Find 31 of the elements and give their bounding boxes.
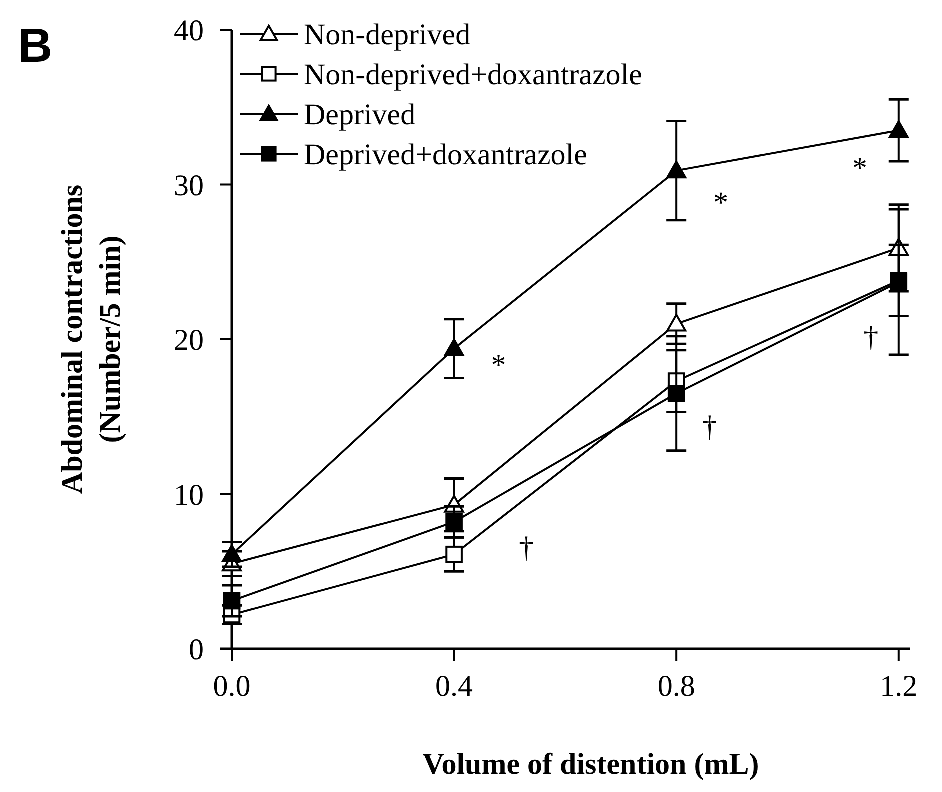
point [446, 546, 463, 564]
y-tick-label: 20 [174, 324, 204, 357]
annotation: † [519, 531, 534, 564]
legend-label: Non-deprived+doxantrazole [304, 58, 642, 92]
y-tick-label: 0 [189, 634, 204, 666]
legend-label: Non-deprived [304, 18, 471, 52]
annotation: † [702, 410, 718, 444]
y-axis-title: Abdominal contractions (Number/5 min) [56, 184, 127, 494]
point [888, 120, 909, 138]
y-tick-label: 30 [174, 169, 204, 202]
x-tick-label: 1.2 [880, 670, 918, 703]
x-tick-label: 0.8 [658, 670, 696, 703]
annotation: * [852, 152, 868, 186]
point [446, 513, 463, 531]
annotation: * [714, 186, 729, 220]
point [222, 544, 242, 562]
legend-label: Deprived+doxantrazole [304, 138, 588, 172]
x-axis-title: Volume of distention (mL) [422, 748, 760, 781]
x-tick-label: 0.0 [213, 670, 251, 703]
point [666, 160, 687, 179]
y-tick-label: 10 [174, 478, 204, 512]
annotation: * [491, 348, 506, 382]
x-tick-label: 0.4 [436, 670, 474, 703]
point [668, 385, 686, 402]
annotation: † [864, 320, 879, 354]
point [666, 314, 687, 332]
text: B [18, 20, 53, 73]
legend-label: Deprived [304, 98, 416, 132]
y-tick-label: 40 [174, 14, 204, 48]
point [444, 338, 464, 357]
point [223, 592, 241, 610]
